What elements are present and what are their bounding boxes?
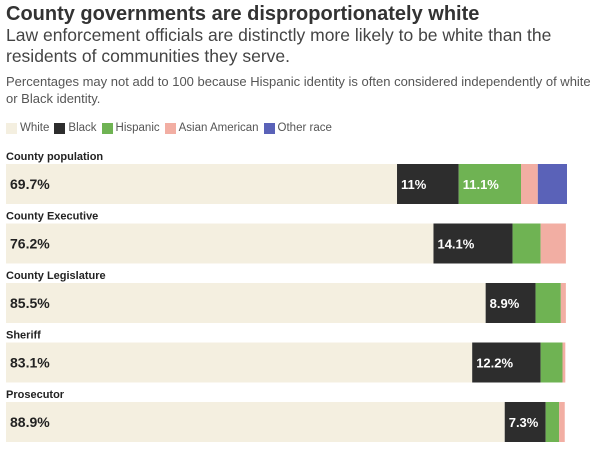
data-label-black: 7.3%: [509, 415, 539, 430]
data-label-black: 12.2%: [476, 356, 513, 371]
data-label-white: 85.5%: [10, 295, 50, 311]
bar-segment-white: [6, 342, 473, 383]
bar-segment-black: [397, 164, 459, 204]
bar-segment-black: [485, 283, 536, 323]
legend-item-asian-american: Asian American: [164, 122, 259, 134]
legend-item-white: White: [6, 122, 49, 134]
bar-segment-asian-american: [562, 342, 566, 383]
bar-segment-black: [472, 342, 541, 383]
legend-label-asian-american: Asian American: [178, 122, 259, 134]
chart-title: County governments are disproportionatel…: [6, 3, 480, 25]
bar-segment-black: [504, 402, 546, 442]
chart-subtitle: Law enforcement officials are distinctly…: [6, 25, 552, 66]
data-label-black: 11%: [401, 177, 427, 192]
bar-segment-asian-american: [540, 223, 566, 264]
legend-item-hispanic: Hispanic: [101, 122, 160, 134]
bar-segment-asian-american: [560, 283, 566, 323]
bar-segment-white: [6, 164, 398, 204]
bar-segment-hispanic: [535, 283, 561, 323]
bar-segment-white: [6, 402, 505, 442]
category-label: County population: [6, 151, 103, 163]
data-label-hispanic: 11.1%: [463, 177, 500, 192]
legend: White Black Hispanic Asian American Other ra…: [6, 121, 337, 135]
legend-swatch-white: [6, 122, 17, 134]
legend-swatch-asian-american: [164, 122, 176, 134]
data-label-white: 69.7%: [10, 176, 50, 192]
bar-segment-other-race: [537, 164, 567, 204]
data-label-white: 88.9%: [10, 414, 50, 430]
bar-segment-hispanic: [512, 223, 541, 264]
category-label: County Legislature: [6, 270, 106, 282]
bar-segment-white: [6, 223, 434, 264]
bar-segment-hispanic: [545, 402, 560, 442]
category-label: County Executive: [6, 211, 98, 223]
legend-swatch-hispanic: [101, 122, 113, 134]
data-label-white: 83.1%: [10, 355, 50, 371]
legend-item-other-race: Other race: [263, 122, 332, 134]
bar-segment-asian-american: [520, 164, 538, 204]
data-label-black: 8.9%: [490, 296, 520, 311]
bar-segment-white: [6, 283, 486, 323]
legend-swatch-other-race: [263, 122, 275, 134]
bar-segment-black: [433, 223, 513, 264]
category-label: Sheriff: [6, 330, 41, 342]
data-label-white: 76.2%: [10, 236, 50, 252]
bar-segment-hispanic: [458, 164, 521, 204]
bar-segment-asian-american: [559, 402, 565, 442]
legend-label-hispanic: Hispanic: [115, 122, 160, 134]
bar-segment-hispanic: [540, 342, 563, 383]
legend-label-white: White: [20, 122, 50, 134]
data-label-black: 14.1%: [437, 237, 474, 252]
legend-swatch-black: [54, 122, 66, 134]
category-label: Prosecutor: [6, 389, 65, 401]
legend-item-black: Black: [54, 122, 97, 134]
legend-label-black: Black: [68, 122, 97, 134]
legend-label-other-race: Other race: [277, 122, 332, 134]
chart-note: Percentages may not add to 100 because H…: [6, 74, 591, 106]
